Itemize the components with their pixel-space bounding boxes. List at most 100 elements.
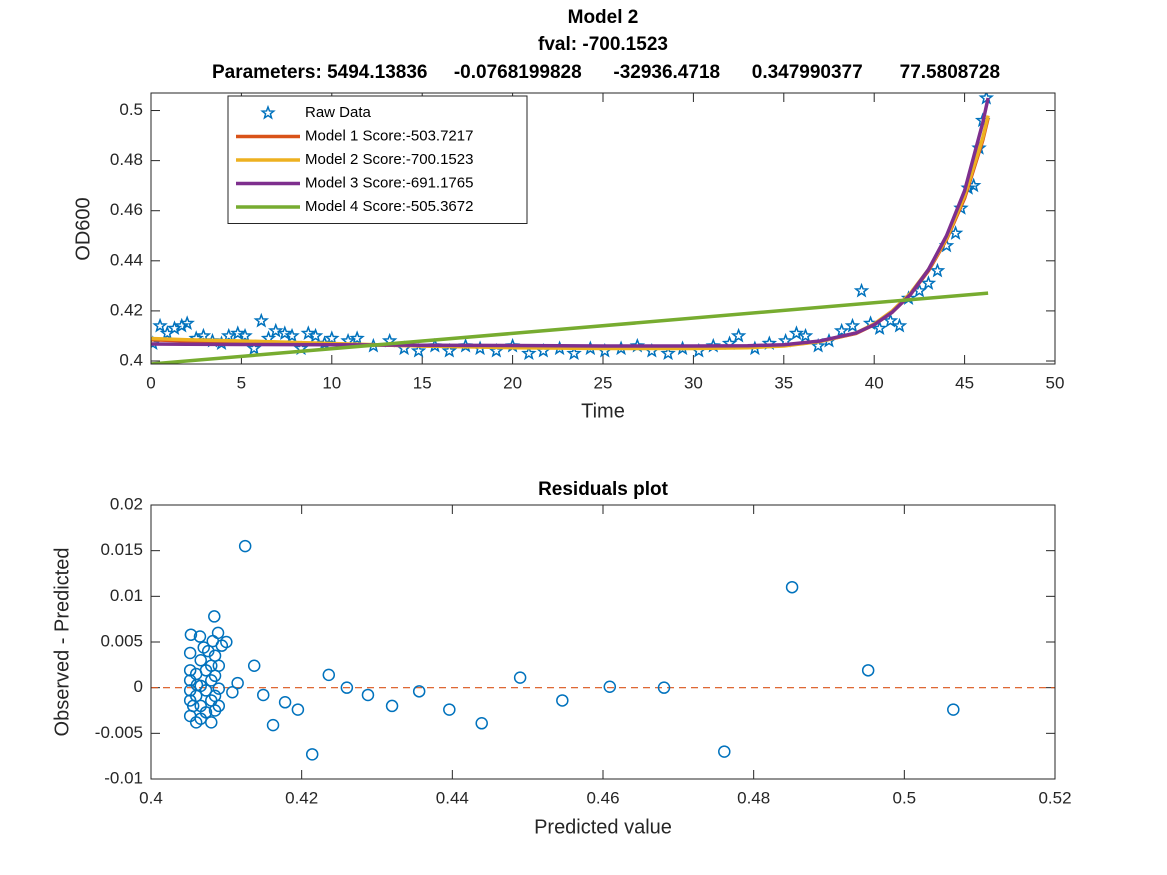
data-point xyxy=(844,317,861,333)
x-axis-label: Time xyxy=(581,400,625,422)
data-point xyxy=(513,671,527,684)
data-point xyxy=(785,580,799,594)
y-tick-label: 0.01 xyxy=(110,586,143,605)
x-tick-label: 35 xyxy=(774,373,793,392)
y-tick-label: 0.44 xyxy=(110,250,143,269)
data-point xyxy=(184,628,198,641)
data-point xyxy=(947,703,960,716)
data-point xyxy=(256,688,270,702)
data-point xyxy=(788,325,805,341)
legend-label: Model 4 Score:-505.3672 xyxy=(305,198,473,215)
axes: 0 5 10 15 20 25 30 35 40 45 50 0.4 0.42 0.44 0.46 0.48 0… xyxy=(110,92,1065,392)
x-tick-label: 20 xyxy=(503,373,522,392)
plot-content xyxy=(151,93,995,364)
data-point xyxy=(212,659,226,672)
legend-label: Model 1 Score:-503.7217 xyxy=(305,127,473,144)
model-line xyxy=(151,291,989,364)
data-point xyxy=(833,322,850,338)
data-point xyxy=(183,646,197,660)
x-tick-label: 5 xyxy=(237,373,246,392)
y-tick-label: -0.01 xyxy=(104,768,143,787)
data-point xyxy=(853,282,870,298)
data-point xyxy=(277,325,293,341)
data-point xyxy=(246,340,262,356)
legend-label: Model 2 Score:-700.1523 xyxy=(305,151,473,168)
data-point xyxy=(208,610,221,623)
data-point xyxy=(307,327,324,343)
data-point xyxy=(385,699,399,713)
legend: Raw Data Model 1 Score:-503.7217 Model 2 S… xyxy=(227,95,528,224)
y-tick-label: 0.46 xyxy=(110,200,143,219)
data-point xyxy=(173,317,190,333)
x-tick-label: 0.42 xyxy=(285,788,318,807)
data-point xyxy=(199,706,213,719)
data-point xyxy=(268,322,284,338)
data-point xyxy=(412,685,426,698)
chart-title: Model 2 xyxy=(568,7,639,28)
axes: 0.4 0.42 0.44 0.46 0.48 0.5 0.52 -0.01 -0.005 0 0.… xyxy=(95,494,1072,807)
legend-marker xyxy=(260,104,276,120)
x-tick-label: 30 xyxy=(684,373,703,392)
data-point xyxy=(291,703,305,716)
data-point xyxy=(231,676,244,690)
data-point xyxy=(206,634,220,648)
data-point xyxy=(226,685,239,699)
x-tick-label: 0.48 xyxy=(737,788,770,807)
legend-label: Model 3 Score:-691.1765 xyxy=(305,174,473,191)
plot-area xyxy=(151,505,1055,779)
plot-content xyxy=(151,539,1055,761)
data-point xyxy=(340,681,354,694)
x-tick-label: 0.4 xyxy=(139,788,163,807)
axes-box xyxy=(150,504,1056,780)
y-tick-label: 0.4 xyxy=(119,350,143,369)
data-point xyxy=(660,345,676,361)
data-point xyxy=(861,664,875,677)
data-point xyxy=(205,716,218,729)
x-tick-label: 0 xyxy=(146,373,155,392)
data-point xyxy=(305,748,319,761)
y-tick-label: 0.48 xyxy=(110,150,143,169)
y-tick-label: 0.5 xyxy=(119,100,143,119)
x-tick-label: 0.5 xyxy=(893,788,917,807)
y-tick-label: 0.02 xyxy=(110,494,143,513)
y-axis-label: OD600 xyxy=(72,197,94,260)
data-point xyxy=(322,668,336,682)
data-point xyxy=(324,330,340,346)
data-point xyxy=(475,717,488,730)
x-tick-label: 15 xyxy=(413,373,432,392)
data-point xyxy=(929,262,946,278)
y-tick-label: 0.42 xyxy=(110,300,143,319)
data-point xyxy=(193,630,207,643)
data-point xyxy=(266,718,280,732)
data-point xyxy=(349,330,365,346)
y-axis-label: Observed - Predicted xyxy=(51,548,73,737)
x-tick-label: 0.52 xyxy=(1038,788,1071,807)
y-tick-label: -0.005 xyxy=(95,723,143,742)
data-point xyxy=(221,327,237,343)
x-tick-label: 0.46 xyxy=(586,788,619,807)
data-point xyxy=(230,325,246,341)
x-tick-label: 50 xyxy=(1046,373,1065,392)
data-point xyxy=(521,345,537,361)
data-point xyxy=(186,699,200,713)
x-tick-label: 40 xyxy=(865,373,884,392)
data-point xyxy=(152,317,168,333)
parameters: Parameters: 5494.13836 -0.0768199828 -32… xyxy=(212,62,1000,83)
data-point xyxy=(238,539,252,553)
data-point xyxy=(202,644,215,658)
data-point xyxy=(882,312,899,328)
data-point xyxy=(718,745,731,758)
data-point xyxy=(253,312,270,328)
data-point xyxy=(871,320,888,336)
data-point xyxy=(810,337,826,353)
data-point xyxy=(183,664,197,677)
x-tick-label: 0.44 xyxy=(436,788,469,807)
data-point xyxy=(797,327,814,343)
data-point xyxy=(891,317,908,333)
data-point xyxy=(278,696,292,709)
data-point xyxy=(657,681,671,694)
model-line xyxy=(151,97,990,348)
data-point xyxy=(237,327,253,343)
data-point xyxy=(410,342,427,358)
